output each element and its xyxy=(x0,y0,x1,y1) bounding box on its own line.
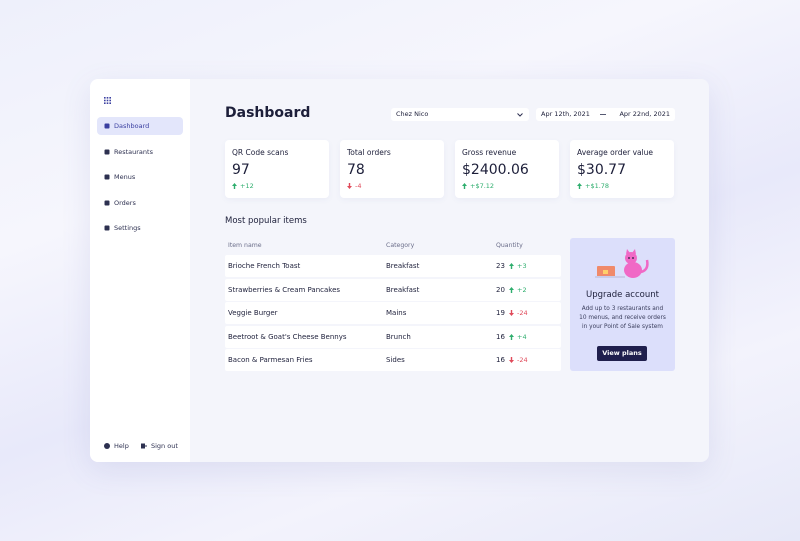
signout-label: Sign out xyxy=(151,442,178,450)
stat-label: QR Code scans xyxy=(232,148,289,157)
date-separator xyxy=(600,114,606,115)
change-value: +3 xyxy=(517,262,527,270)
stat-card: QR Code scans 97 +12 xyxy=(225,140,329,198)
item-category: Sides xyxy=(386,356,405,364)
view-plans-button[interactable]: View plans xyxy=(597,346,647,361)
stat-label: Gross revenue xyxy=(462,148,517,157)
upgrade-title: Upgrade account xyxy=(586,290,659,300)
item-quantity: 23 xyxy=(496,262,505,270)
change-value: -4 xyxy=(355,182,362,190)
column-header: Quantity xyxy=(496,242,523,249)
stat-card: Total orders 78 -4 xyxy=(340,140,444,198)
upgrade-text: Add up to 3 restaurants and 10 menus, an… xyxy=(579,306,666,330)
change-value: -24 xyxy=(517,309,528,317)
stat-value: $30.77 xyxy=(577,162,626,178)
chevron xyxy=(517,113,523,117)
column-header: Item name xyxy=(228,242,262,249)
table-row: Veggie Burger Mains 19 -24 xyxy=(225,302,561,324)
nav-item[interactable]: Menus xyxy=(97,168,183,186)
item-category: Breakfast xyxy=(386,262,420,270)
item-quantity: 16 xyxy=(496,332,505,341)
change: -4 xyxy=(347,182,361,190)
stat-card: Gross revenue $2400.06 +$7.12 xyxy=(455,140,559,198)
change-value: +12 xyxy=(240,182,254,190)
change-value: +2 xyxy=(517,285,527,294)
stat-label: Total orders xyxy=(347,148,391,157)
section-title: Most popular items xyxy=(225,216,307,226)
page-title: Dashboard xyxy=(225,105,311,121)
nav-label: Orders xyxy=(114,198,136,207)
change-value: +$7.12 xyxy=(470,182,495,190)
cat-illustration xyxy=(595,249,649,278)
change: +12 xyxy=(232,182,254,190)
sidebar: Dashboard Restaurants Menus Orders Settings … xyxy=(90,79,190,462)
change: +$1.78 xyxy=(577,182,609,190)
nav-label: Restaurants xyxy=(114,147,153,156)
item-quantity: 19 xyxy=(496,309,505,317)
item-name: Bacon & Parmesan Fries xyxy=(228,356,313,364)
date-from: Apr 12th, 2021 xyxy=(541,110,590,118)
app-icon xyxy=(104,97,111,104)
nav-item[interactable]: Restaurants xyxy=(97,143,183,161)
item-category: Breakfast xyxy=(386,285,420,294)
stat-value: $2400.06 xyxy=(462,162,529,178)
nav-item[interactable]: Orders xyxy=(97,194,183,212)
change: +3 xyxy=(509,255,527,277)
item-category: Brunch xyxy=(386,332,411,341)
date-to: Apr 22nd, 2021 xyxy=(619,110,670,118)
change: -24 xyxy=(509,302,528,324)
nav-label: Settings xyxy=(114,224,141,232)
nav-item[interactable]: Settings xyxy=(97,219,183,237)
table-row: Beetroot & Goat's Cheese Bennys Brunch 16 +… xyxy=(225,325,561,348)
change-value: -24 xyxy=(517,356,528,364)
item-name: Beetroot & Goat's Cheese Bennys xyxy=(228,332,347,341)
change-value: +$1.78 xyxy=(585,182,610,190)
item-name: Veggie Burger xyxy=(228,309,278,317)
app-window: Dashboard Restaurants Menus Orders Settings … xyxy=(90,79,709,462)
change: +4 xyxy=(509,326,527,348)
nav-item[interactable]: Dashboard xyxy=(97,117,183,135)
column-header: Category xyxy=(386,242,415,249)
stat-value: 78 xyxy=(347,162,365,178)
item-category: Mains xyxy=(386,309,407,317)
item-quantity: 20 xyxy=(496,285,505,294)
restaurant-name: Chez Nico xyxy=(396,110,429,118)
date-range[interactable]: Apr 12th, 2021 Apr 22nd, 2021 xyxy=(536,108,675,121)
stat-label: Average order value xyxy=(577,148,654,157)
stat-card: Average order value $30.77 +$1.78 xyxy=(570,140,674,198)
upgrade-card: Upgrade account Add up to 3 restaurants … xyxy=(570,238,675,371)
help-label: Help xyxy=(114,442,129,450)
item-name: Strawberries & Cream Pancakes xyxy=(228,285,341,294)
nav-label: Menus xyxy=(114,173,136,181)
stat-value: 97 xyxy=(232,162,250,178)
table-row: Brioche French Toast Breakfast 23 +3 xyxy=(225,255,561,277)
restaurant-select[interactable]: Chez Nico xyxy=(391,108,529,121)
change: -24 xyxy=(509,349,528,371)
item-name: Brioche French Toast xyxy=(228,262,301,270)
nav-label: Dashboard xyxy=(114,122,150,130)
change-value: +4 xyxy=(517,332,527,341)
help-link[interactable]: Help xyxy=(104,442,129,450)
change: +$7.12 xyxy=(462,182,494,190)
signout-link[interactable]: Sign out xyxy=(141,442,178,450)
table-row: Strawberries & Cream Pancakes Breakfast 20… xyxy=(225,278,561,301)
item-quantity: 16 xyxy=(496,356,505,364)
table-row: Bacon & Parmesan Fries Sides 16 -24 xyxy=(225,349,561,371)
change: +2 xyxy=(509,279,527,301)
